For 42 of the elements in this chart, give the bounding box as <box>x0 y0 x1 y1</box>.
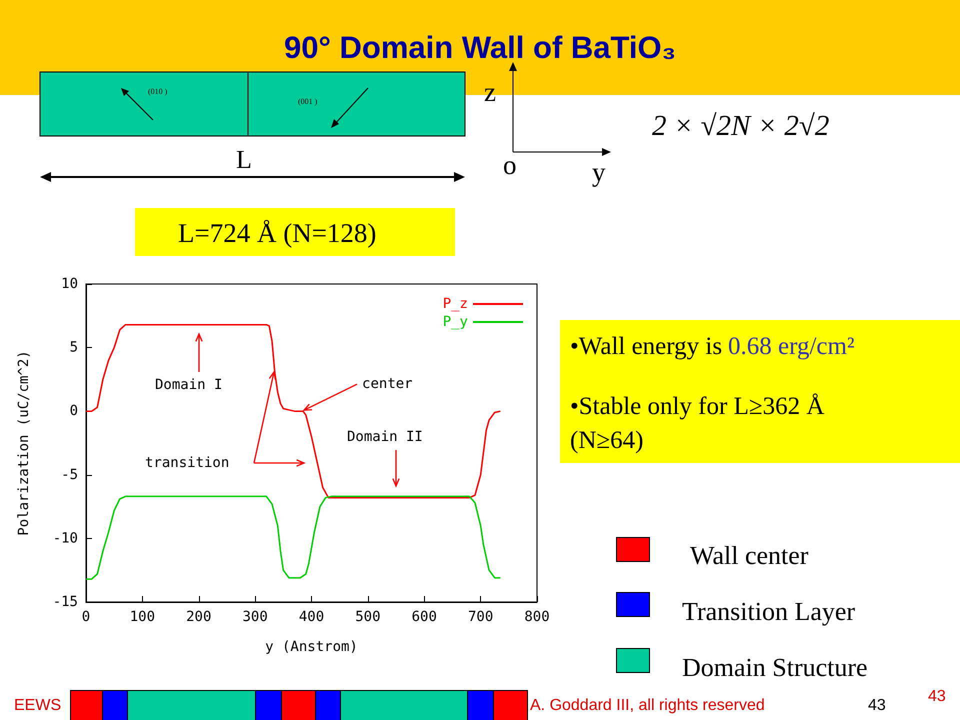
text: 2 × √2N × 2√2 <box>652 109 830 144</box>
x-tick-label: 700 <box>468 609 494 625</box>
x-axis-title: y (Anstrom) <box>265 639 358 655</box>
x-tick-label: 300 <box>242 609 268 625</box>
text: 0.68 erg/cm² <box>728 332 854 362</box>
text: Domain Structure <box>682 652 868 684</box>
text: o <box>503 149 516 182</box>
text: (010 ) <box>148 87 168 98</box>
line-series <box>85 496 502 580</box>
text: A. Goddard III, all rights reserved <box>530 696 765 716</box>
chart-title: 90° Domain Wall of BaTiO₃ <box>283 30 677 66</box>
legend-label: P_y <box>442 314 468 330</box>
y-tick-label: 0 <box>70 403 78 420</box>
text: y <box>592 156 606 189</box>
text: •Stable only for L≥362 Å (N≥64) <box>570 392 826 456</box>
legend-label: P_z <box>442 296 468 312</box>
y-tick-label: 10 <box>61 276 78 292</box>
annotation: transition <box>145 454 230 473</box>
text: •Wall energy is <box>570 332 722 362</box>
x-tick-label: 500 <box>355 609 381 625</box>
text: 43 <box>928 687 946 707</box>
annotation: Domain II <box>347 428 423 447</box>
x-tick-label: 200 <box>186 609 212 625</box>
text: L <box>236 144 252 176</box>
x-tick-label: 0 <box>82 609 90 625</box>
y-tick-label: -5 <box>61 466 78 483</box>
text: Wall center <box>690 540 808 572</box>
annotation: Domain I <box>155 376 222 395</box>
y-tick-label: 5 <box>70 340 78 356</box>
y-tick-label: -10 <box>52 530 78 546</box>
x-tick-label: 400 <box>298 609 324 625</box>
text: EEWS <box>14 696 62 716</box>
x-tick-label: 100 <box>130 609 156 625</box>
y-axis-title: Polarization (uC/cm^2) <box>16 350 32 536</box>
text: (001 ) <box>298 97 318 108</box>
x-tick-label: 600 <box>412 609 437 625</box>
text: L=724 Å (N=128) <box>178 217 376 250</box>
text: 43 <box>868 696 886 716</box>
y-tick-label: -15 <box>52 594 78 610</box>
x-tick-label: 800 <box>524 609 550 625</box>
annotation: center <box>362 375 413 394</box>
text: Transition Layer <box>682 596 856 628</box>
